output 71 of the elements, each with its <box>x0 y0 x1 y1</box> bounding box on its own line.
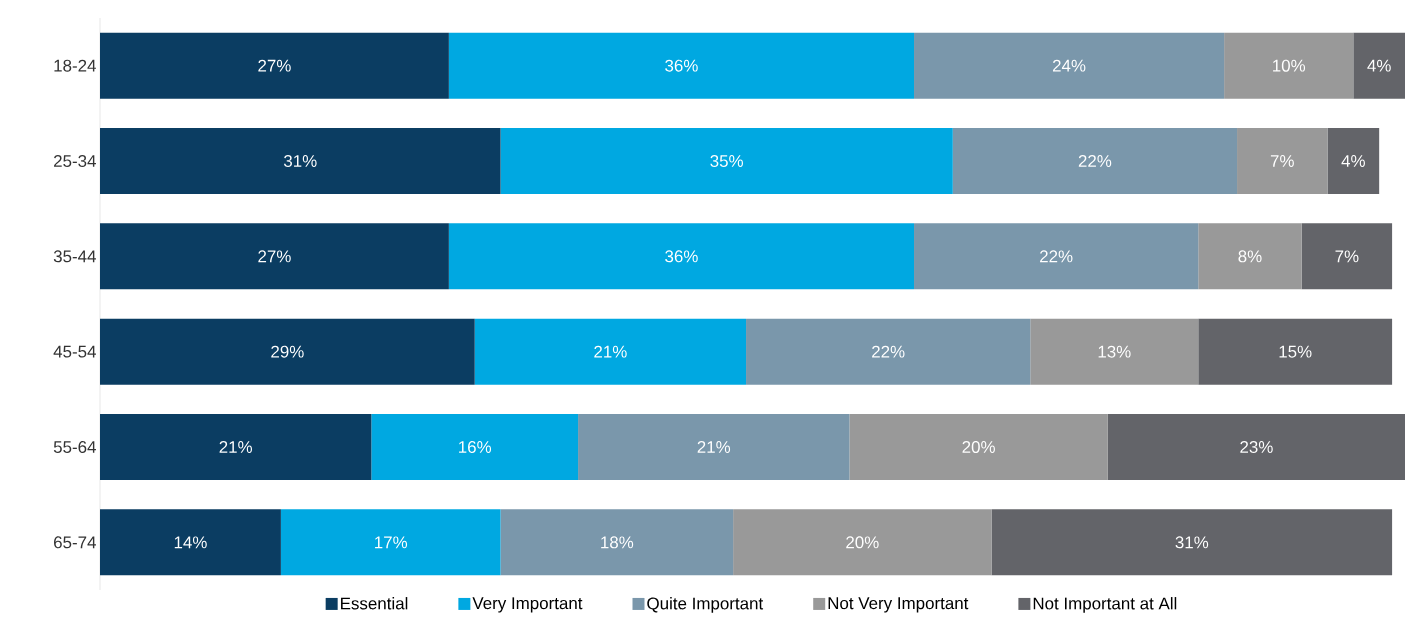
data-label: 35% <box>710 155 743 167</box>
bar <box>1224 32 1354 99</box>
y-tick-label: 65-74 <box>54 536 96 549</box>
bar <box>1237 128 1328 195</box>
data-label: 16% <box>459 441 492 453</box>
y-tick-label: 18-24 <box>54 59 96 72</box>
bar <box>100 128 501 195</box>
bar <box>991 509 1393 576</box>
bar <box>578 414 850 481</box>
bar <box>100 414 372 481</box>
data-label: 23% <box>1240 441 1273 453</box>
data-label: 17% <box>375 536 408 549</box>
bar <box>100 318 475 385</box>
data-label: 14% <box>174 536 207 549</box>
data-label: 15% <box>1279 345 1312 358</box>
y-tick-label: 25-34 <box>54 155 96 168</box>
data-label: 7% <box>1335 250 1359 263</box>
data-label: 24% <box>1052 59 1086 72</box>
legend-label: Not Very Important <box>828 597 969 613</box>
bar <box>280 509 501 576</box>
data-label: 20% <box>962 441 995 453</box>
bar <box>1030 318 1199 385</box>
y-tick-label: 35-44 <box>53 250 96 263</box>
bar <box>500 128 953 195</box>
bar <box>474 318 747 385</box>
data-label: 8% <box>1238 250 1262 263</box>
bar <box>371 414 579 481</box>
bar <box>952 128 1238 195</box>
y-tick-label: 45-54 <box>53 345 96 358</box>
bar <box>1107 414 1406 481</box>
data-label: 20% <box>846 536 879 549</box>
data-label: 21% <box>594 345 627 358</box>
data-label: 31% <box>1175 536 1209 549</box>
data-label: 21% <box>697 441 731 453</box>
bar <box>914 32 1225 99</box>
bar <box>1327 128 1380 195</box>
bar <box>733 509 992 576</box>
bar <box>849 414 1108 481</box>
data-label: 21% <box>219 441 253 453</box>
data-label: 29% <box>271 345 304 358</box>
y-tick-label: 55-64 <box>53 441 96 454</box>
data-label: 10% <box>1273 59 1306 72</box>
data-label: 7% <box>1270 155 1294 167</box>
bar <box>746 318 1031 385</box>
data-label: 36% <box>665 250 698 263</box>
data-label: 18% <box>601 536 634 549</box>
data-label: 22% <box>1078 155 1112 167</box>
bar <box>1198 318 1393 385</box>
bar <box>100 509 281 576</box>
bar <box>1301 223 1393 290</box>
data-label: 4% <box>1367 59 1391 72</box>
data-label: 27% <box>258 59 291 72</box>
legend-label: Quite Important <box>647 597 764 613</box>
bar <box>448 32 915 99</box>
data-label: 13% <box>1098 345 1131 358</box>
bar <box>914 223 1199 290</box>
data-label: 36% <box>665 59 698 72</box>
legend-label: Essential <box>341 597 408 610</box>
data-label: 22% <box>1040 250 1073 263</box>
bar <box>500 509 734 576</box>
data-label: 27% <box>258 250 291 263</box>
data-label: 31% <box>283 155 317 167</box>
bar <box>1353 32 1406 99</box>
bar <box>100 223 449 290</box>
data-label: 4% <box>1341 155 1365 167</box>
bar <box>448 223 915 290</box>
bar <box>100 32 449 99</box>
legend-label: Very Important <box>472 597 583 613</box>
bar <box>1198 223 1302 290</box>
legend-label: Not Important at All <box>1033 597 1177 613</box>
data-label: 22% <box>872 345 905 358</box>
